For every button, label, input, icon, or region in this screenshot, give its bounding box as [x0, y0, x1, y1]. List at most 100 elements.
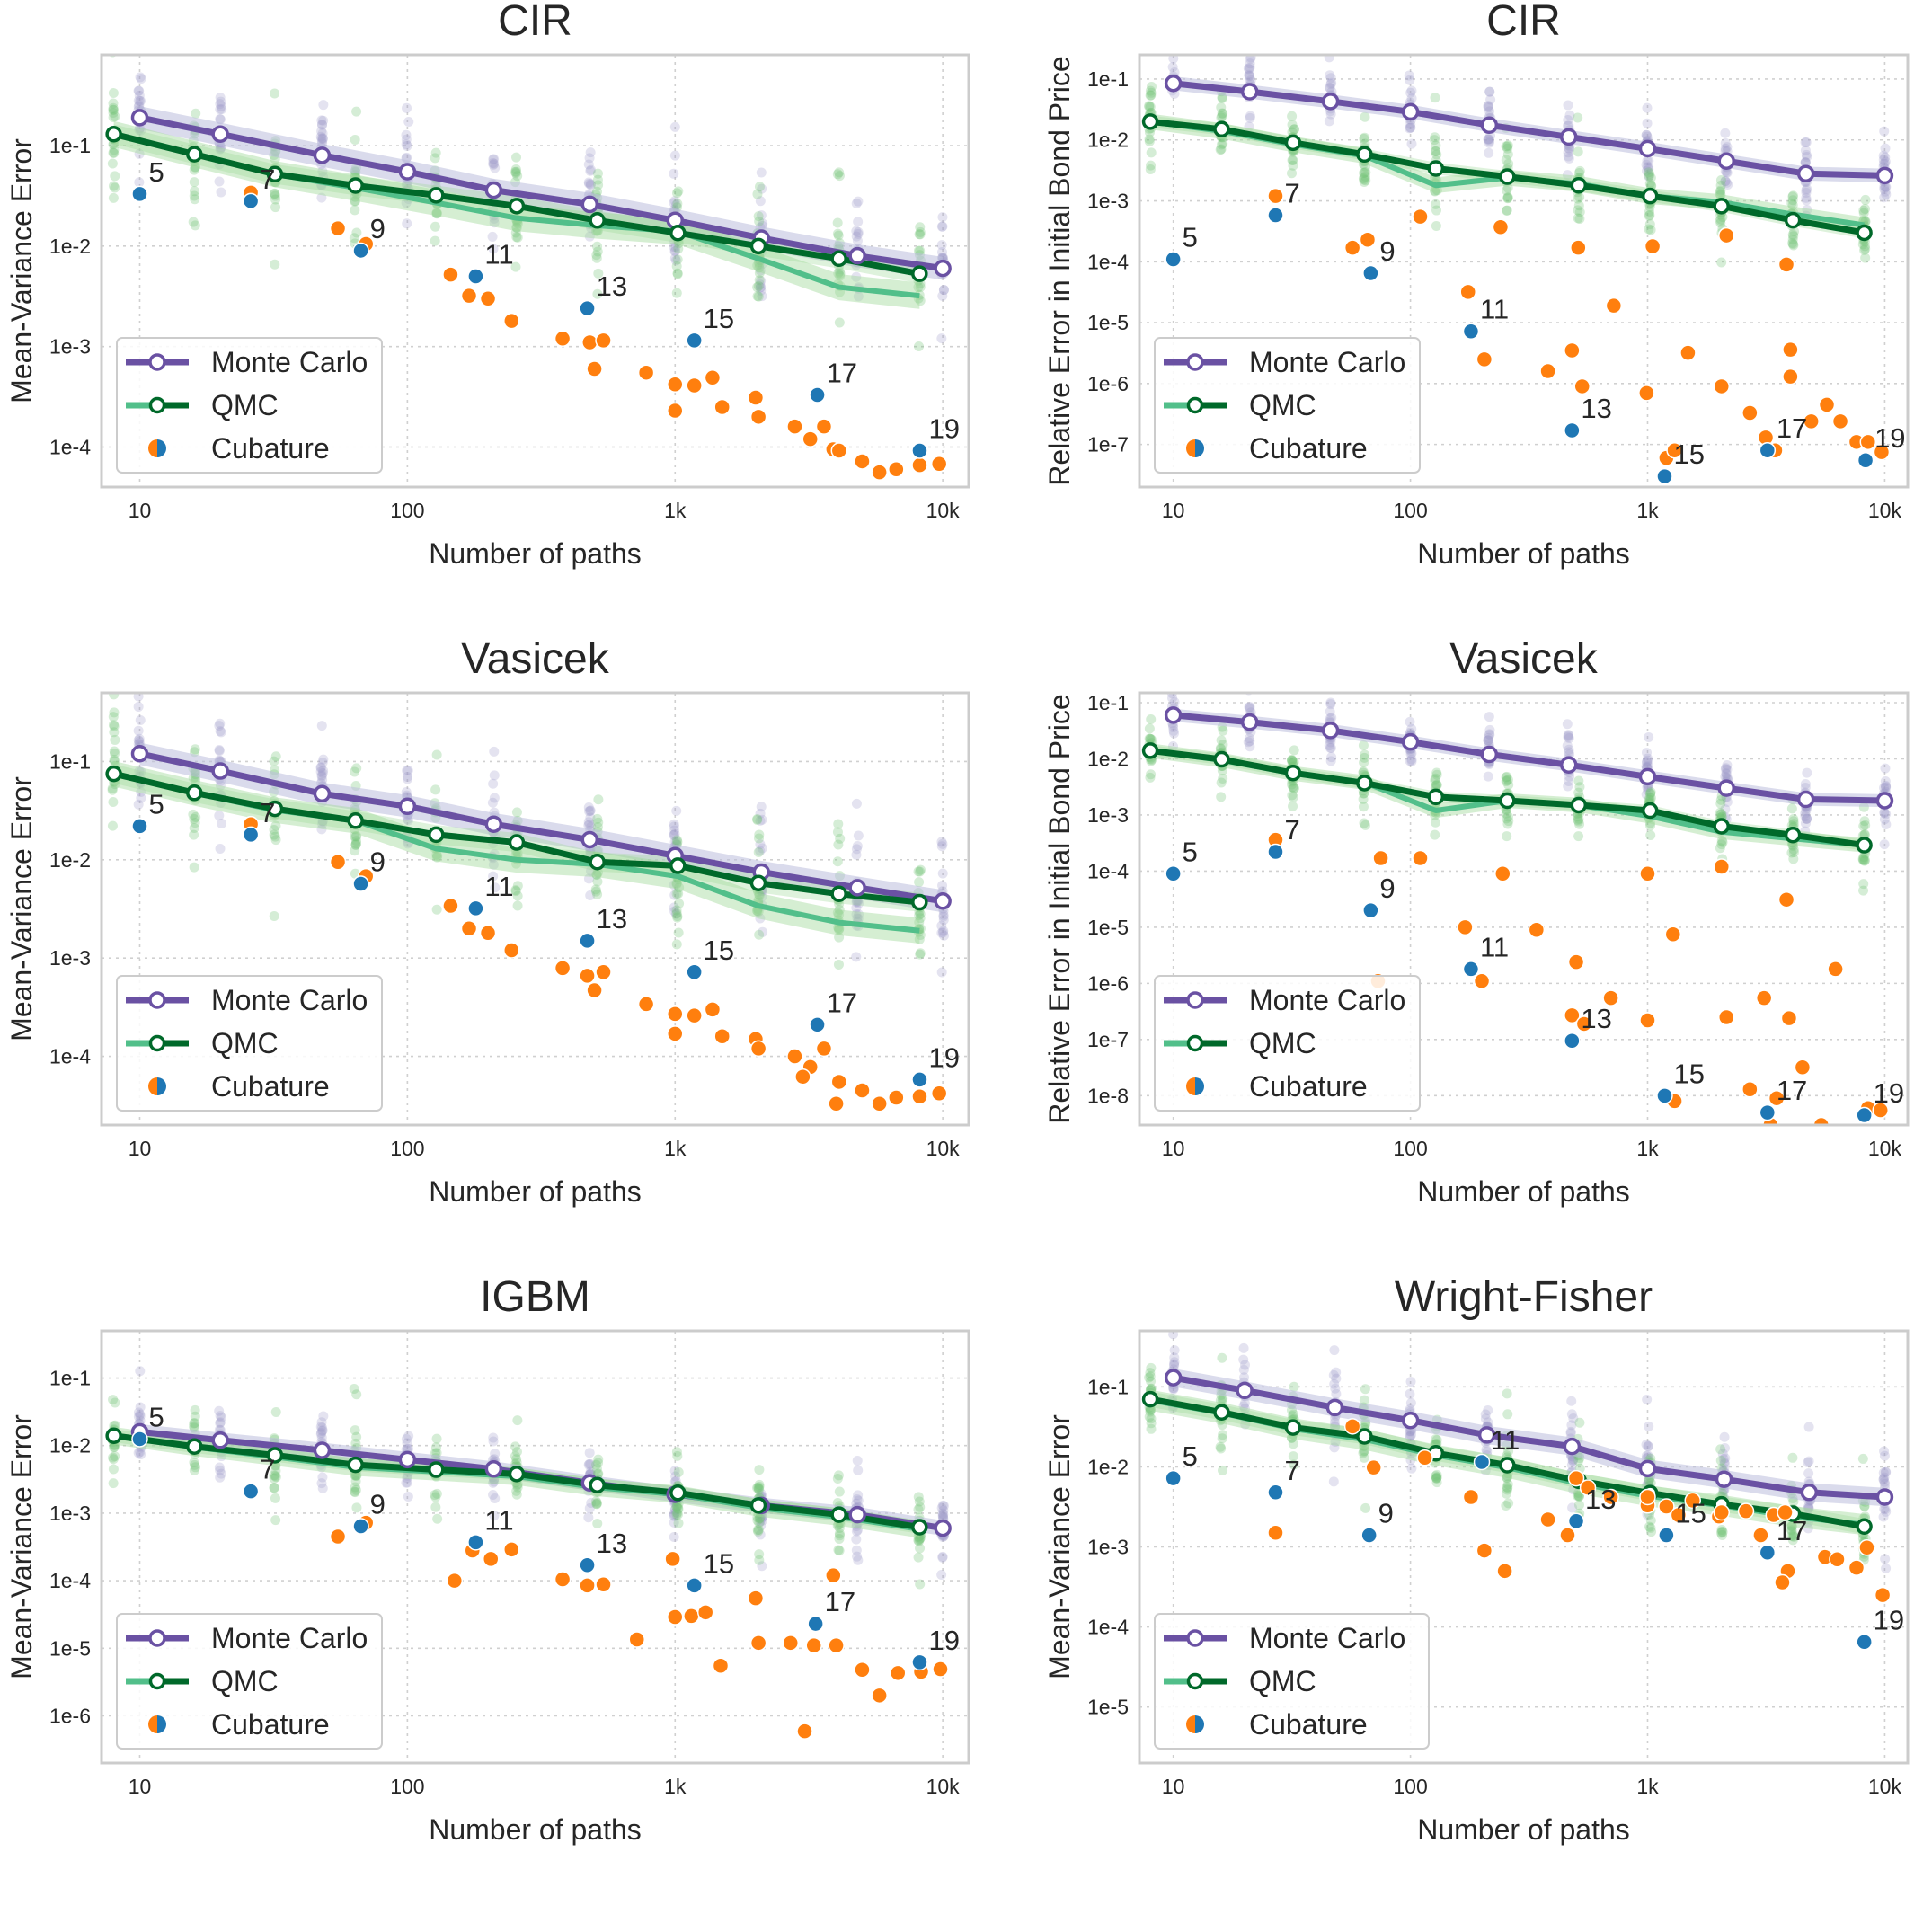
replicate-point	[833, 819, 844, 829]
replicate-point	[1502, 1388, 1512, 1399]
replicate-point	[592, 241, 603, 252]
replicate-point	[1218, 1465, 1228, 1475]
replicate-point	[913, 1535, 924, 1546]
replicate-point	[1573, 775, 1584, 786]
replicate-point	[1502, 1471, 1513, 1482]
qmc-point	[669, 1484, 687, 1502]
legend-marker-cubature-blue	[157, 439, 166, 457]
qmc-point	[1570, 796, 1588, 814]
cubature-orange-point	[442, 897, 459, 915]
replicate-point	[1330, 1383, 1341, 1394]
replicate-point	[1215, 743, 1226, 754]
replicate-point	[1502, 1473, 1512, 1484]
replicate-point	[1287, 120, 1298, 130]
chart-title: CIR	[1486, 0, 1561, 45]
replicate-point	[1644, 219, 1655, 230]
replicate-point	[108, 1478, 119, 1489]
replicate-point	[1431, 1471, 1441, 1482]
qmc-point	[749, 237, 767, 255]
cubature-orange-point	[479, 290, 497, 307]
replicate-point	[1501, 776, 1511, 787]
cubature-degree-label: 11	[484, 1504, 513, 1536]
replicate-point	[851, 844, 862, 855]
replicate-point	[1502, 205, 1512, 216]
replicate-point	[1244, 71, 1254, 82]
replicate-point	[430, 1492, 441, 1502]
monte-carlo-point	[934, 892, 952, 910]
qmc-point	[1856, 837, 1873, 854]
replicate-point	[669, 1511, 679, 1521]
replicate-point	[108, 147, 119, 158]
replicate-point	[1218, 1430, 1228, 1440]
replicate-point	[1643, 1441, 1653, 1452]
replicate-point	[593, 268, 604, 279]
replicate-point	[1716, 809, 1727, 820]
cubature-degree-label: 9	[1378, 1497, 1394, 1528]
replicate-point	[189, 813, 199, 824]
replicate-point	[318, 754, 329, 765]
qmc-point	[749, 874, 767, 891]
replicate-point	[487, 797, 498, 808]
replicate-point	[1216, 144, 1227, 155]
replicate-point	[1645, 1515, 1656, 1526]
legend-label-qmc: QMC	[211, 389, 279, 421]
replicate-point	[1218, 774, 1228, 784]
replicate-point	[1360, 167, 1370, 178]
replicate-point	[671, 1502, 682, 1512]
replicate-point	[1787, 235, 1798, 245]
replicate-point	[1483, 771, 1493, 782]
replicate-point	[834, 171, 845, 182]
replicate-point	[349, 233, 359, 244]
replicate-point	[591, 253, 602, 263]
replicate-point	[936, 240, 947, 251]
legend-marker-monte-carlo	[1186, 991, 1204, 1009]
replicate-point	[1502, 1479, 1513, 1490]
replicate-point	[853, 1525, 864, 1536]
replicate-point	[937, 212, 948, 223]
replicate-point	[1573, 167, 1584, 178]
replicate-point	[136, 766, 146, 777]
y-tick-label: 1e-8	[1087, 1084, 1129, 1107]
replicate-point	[1325, 697, 1336, 708]
replicate-point	[1502, 819, 1513, 829]
cubature-orange-point	[554, 1571, 572, 1588]
replicate-point	[1879, 1472, 1890, 1483]
replicate-point	[190, 1411, 200, 1422]
legend-label-cub: Cubature	[1249, 432, 1368, 465]
replicate-point	[832, 169, 843, 180]
replicate-point	[851, 271, 862, 282]
cubature-orange-point	[1496, 1563, 1513, 1580]
replicate-point	[1405, 749, 1416, 759]
cubature-degree-label: 9	[1379, 235, 1395, 267]
replicate-point	[215, 1472, 226, 1483]
replicate-point	[669, 246, 680, 257]
y-tick-label: 1e-2	[49, 1434, 91, 1458]
legend-marker-cubature-orange	[148, 1715, 157, 1733]
replicate-point	[1644, 224, 1654, 235]
cubature-orange-point	[1570, 239, 1587, 256]
replicate-point	[669, 168, 679, 179]
replicate-point	[1145, 733, 1156, 744]
replicate-point	[431, 749, 442, 760]
x-tick-label: 10	[129, 1137, 152, 1160]
y-tick-label: 1e-3	[49, 1502, 91, 1525]
confidence-band	[113, 760, 920, 944]
replicate-point	[1881, 782, 1892, 793]
replicate-point	[851, 199, 862, 209]
replicate-point	[834, 1530, 845, 1541]
replicate-point	[834, 1486, 845, 1497]
replicate-point	[510, 227, 521, 238]
replicate-point	[1574, 819, 1585, 829]
replicate-point	[401, 1477, 412, 1488]
replicate-point	[1644, 207, 1655, 217]
cubature-orange-point	[815, 418, 833, 435]
replicate-point	[1144, 127, 1155, 137]
replicate-point	[1566, 1396, 1577, 1406]
replicate-point	[585, 179, 596, 190]
replicate-point	[1431, 205, 1442, 216]
replicate-point	[755, 282, 766, 293]
replicate-point	[190, 194, 200, 205]
replicate-point	[488, 778, 499, 789]
replicate-point	[432, 851, 443, 862]
replicate-point	[1645, 173, 1656, 183]
